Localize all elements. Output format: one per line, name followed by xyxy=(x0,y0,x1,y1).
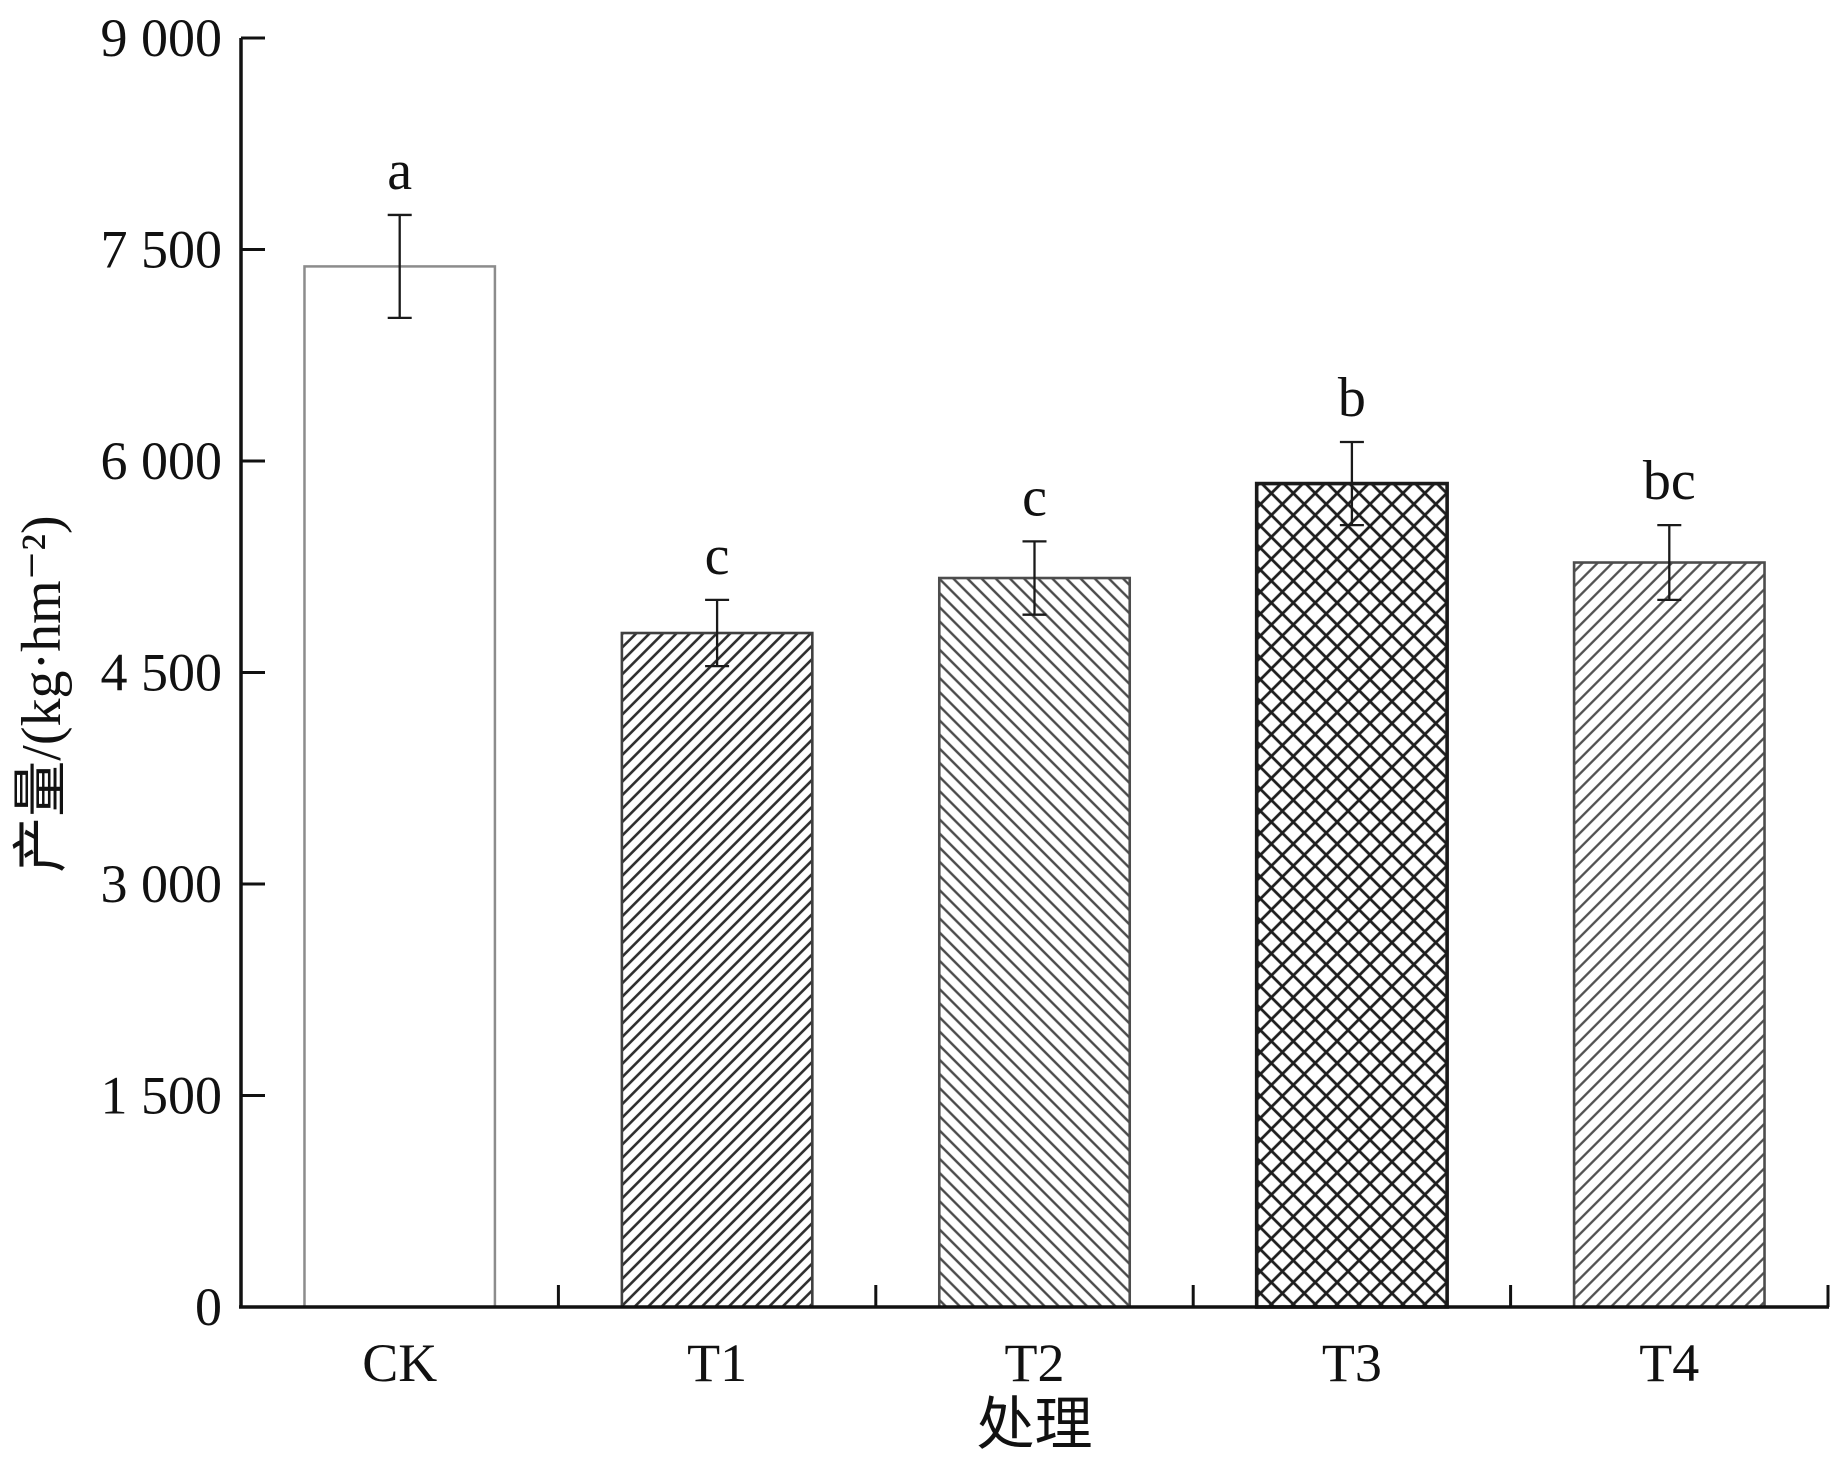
bar-t3 xyxy=(1254,481,1449,1309)
x-tick-label-ck: CK xyxy=(362,1333,437,1393)
y-tick-label-3000: 3 000 xyxy=(101,854,223,914)
bar-t1 xyxy=(620,631,814,1309)
y-tick-label-1500: 1 500 xyxy=(101,1066,223,1126)
bars-group xyxy=(303,265,1766,1309)
error-bar-t3 xyxy=(1339,440,1364,527)
bar-ck xyxy=(303,265,497,1309)
x-tick-label-t4: T4 xyxy=(1639,1333,1699,1393)
x-axis-title: 处理 xyxy=(976,1392,1092,1457)
significance-label-ck: a xyxy=(387,140,412,202)
significance-label-t1: c xyxy=(705,525,730,587)
axes-group xyxy=(239,36,1830,1309)
significance-label-t4: bc xyxy=(1643,450,1696,512)
error-bar-t1 xyxy=(705,598,730,668)
significance-label-t3: b xyxy=(1338,367,1366,429)
y-axis-title: 产量/(kg·hm⁻²) xyxy=(11,515,73,872)
x-tick-label-t3: T3 xyxy=(1322,1333,1382,1393)
bar-t2 xyxy=(937,576,1132,1309)
error-bar-t4 xyxy=(1657,524,1682,602)
bar-t4 xyxy=(1572,561,1766,1309)
error-bar-t2 xyxy=(1022,540,1047,616)
significance-label-t2: c xyxy=(1022,466,1047,528)
y-tick-label-6000: 6 000 xyxy=(101,431,223,491)
error-bar-ck xyxy=(387,213,412,320)
x-tick-label-t1: T1 xyxy=(687,1333,747,1393)
error-bars-group xyxy=(387,213,1682,668)
x-tick-label-t2: T2 xyxy=(1005,1333,1065,1393)
y-tick-label-4500: 4 500 xyxy=(101,643,223,703)
y-tick-label-9000: 9 000 xyxy=(101,8,223,68)
y-tick-label-7500: 7 500 xyxy=(101,220,223,280)
labels-group: a CK c T1 c T2 b T3 bc T4 0 1 500 3 000 4 500 6 000 7 5… xyxy=(101,8,1700,1393)
y-tick-label-0: 0 xyxy=(195,1277,222,1337)
